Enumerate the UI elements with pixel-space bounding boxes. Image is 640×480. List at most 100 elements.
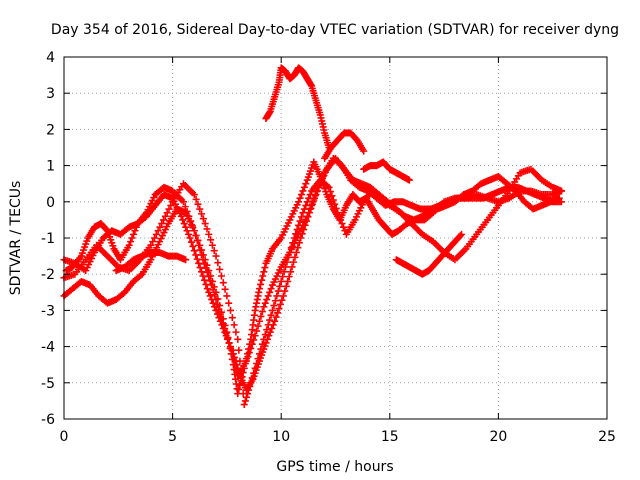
data-point [303,198,311,206]
data-point [234,335,242,343]
data-point [161,212,169,220]
data-point [286,248,294,256]
data-point [328,192,336,200]
data-point [310,196,318,204]
data-point [258,276,266,284]
y-tick-labels: -6 -5 -4 -3 -2 -1 0 1 2 3 4 [41,50,55,428]
x-tick-label: 15 [381,429,399,445]
data-point [557,187,565,195]
data-point [295,239,303,247]
data-point [290,258,298,266]
data-point [231,353,239,361]
data-point [263,326,271,334]
data-point [334,209,342,217]
data-point [198,268,206,276]
data-point [209,299,217,307]
data-point [199,215,207,223]
data-point [205,288,213,296]
series-track-7 [360,158,413,184]
data-point [271,297,279,305]
data-point [156,223,164,231]
data-point [165,205,173,213]
data-point [296,194,304,202]
data-point [216,265,224,273]
data-point [271,317,279,325]
data-point [288,263,296,271]
data-point [163,209,171,217]
tick-marks [63,56,608,420]
data-point [301,221,309,229]
data-point [241,397,249,405]
data-point [303,217,311,225]
data-point [192,232,200,240]
data-point [311,192,319,200]
data-point [279,273,287,281]
x-tick-label: 25 [598,429,616,445]
data-point [263,296,271,304]
data-point [300,205,308,213]
data-point [196,205,204,213]
data-point [360,147,368,155]
data-point [280,268,288,276]
data-point [182,256,190,264]
data-point [227,343,235,351]
data-point [224,335,232,343]
data-point [285,273,293,281]
data-point [128,234,136,242]
data-point [276,282,284,290]
data-point [180,220,188,228]
data-point [213,310,221,318]
data-point [102,226,110,234]
data-point [242,357,250,365]
data-point [214,259,222,267]
data-point [232,328,240,336]
data-point [261,331,269,339]
data-point [149,238,157,246]
data-point [219,279,227,287]
data-point [326,188,334,196]
data-point [179,198,187,206]
data-point [137,271,145,279]
data-point [295,198,303,206]
data-point [261,299,269,307]
data-point [263,335,271,343]
data-point [202,280,210,288]
data-point [212,252,220,260]
data-point [229,350,237,358]
series-track-8 [392,230,465,278]
x-axis-label: GPS time / hours [276,459,393,475]
x-tick-label: 20 [489,429,507,445]
data-point [274,309,282,317]
data-point [265,332,273,340]
data-point [292,230,300,238]
data-point [228,314,236,322]
data-point [306,191,314,199]
data-point [177,212,185,220]
y-tick-label: 0 [46,195,55,211]
data-point [190,191,198,199]
y-tick-label: 2 [46,122,55,138]
data-point [218,321,226,329]
data-point [235,385,243,393]
data-point [329,196,337,204]
data-point [299,209,307,217]
data-point [289,239,297,247]
data-point [405,176,413,184]
data-point [192,195,200,203]
data-point [211,303,219,311]
data-point [193,236,201,244]
data-point [147,241,155,249]
data-point [201,220,209,228]
y-axis-label: SDTVAR / TECUs [8,181,24,296]
data-point [307,204,315,212]
data-point [235,368,243,376]
data-point [324,182,332,190]
data-point [338,220,346,228]
data-point [196,264,204,272]
data-point [221,285,229,293]
data-point [277,277,285,285]
data-point [160,216,168,224]
x-tick-label: 5 [168,429,177,445]
data-point [297,191,305,199]
y-tick-label: -2 [41,267,55,283]
